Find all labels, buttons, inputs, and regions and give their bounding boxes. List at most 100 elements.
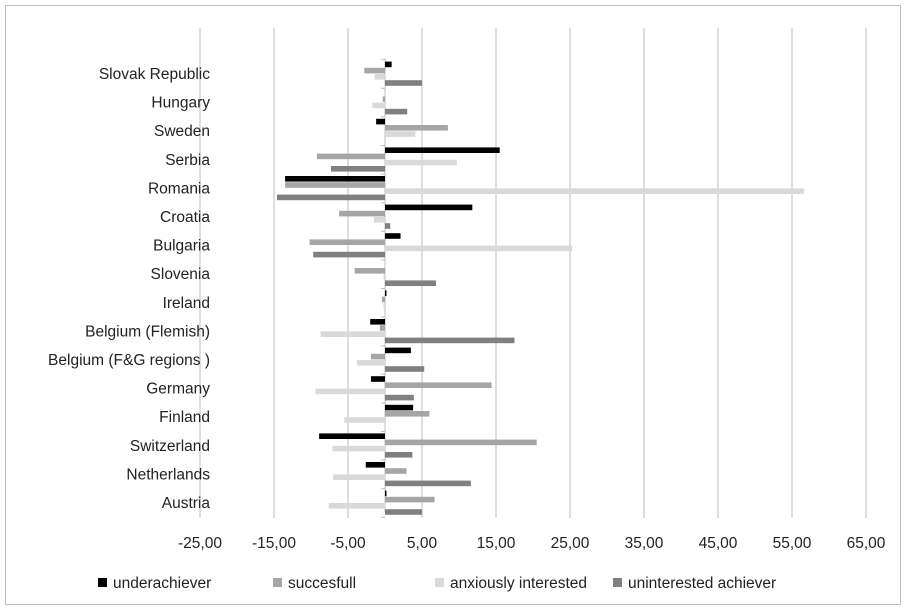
legend-label: succesfull — [288, 575, 356, 592]
bar-underachiever — [385, 290, 387, 296]
bar-uninterested-achiever — [385, 280, 437, 286]
category-label: Belgium (F&G regions ) — [48, 352, 210, 369]
category-labels: Slovak Republic Hungary Sweden Serbia Romani… — [48, 66, 210, 512]
bar-succesfull — [385, 439, 537, 446]
bar-anxiously-interested — [320, 331, 385, 337]
bar-succesfull — [385, 496, 435, 503]
bar-uninterested-achiever — [330, 166, 385, 172]
category-label: Hungary — [151, 95, 210, 112]
bar-anxiously-interested — [385, 131, 416, 137]
bar-succesfull — [309, 239, 385, 245]
bar-underachiever — [370, 376, 385, 382]
legend: underachiever succesfull anxiously interes… — [98, 575, 776, 592]
category-label: Germany — [146, 381, 210, 398]
bar-underachiever — [385, 204, 473, 211]
category-label: Belgium (Flemish) — [85, 323, 210, 340]
bar-uninterested-achiever — [385, 509, 422, 515]
bar-underachiever — [385, 147, 500, 153]
bar-uninterested-achiever — [385, 452, 413, 458]
bar-anxiously-interested — [344, 417, 385, 423]
bar-succesfull — [382, 296, 385, 303]
bar-succesfull — [316, 153, 385, 160]
x-tick-labels: -25,00 -15,00 -5,00 5,00 15,00 25,00 35,00 45,0… — [178, 535, 886, 552]
bar-anxiously-interested — [373, 217, 385, 223]
bar-underachiever — [385, 61, 392, 68]
chart-frame — [5, 5, 901, 605]
category-label: Ireland — [163, 295, 210, 312]
legend-swatch — [435, 578, 444, 587]
bar-anxiously-interested — [374, 74, 385, 80]
bar-succesfull — [354, 268, 385, 274]
category-label: Finland — [159, 409, 210, 426]
bar-succesfull — [382, 96, 385, 102]
bar-succesfull — [385, 468, 407, 474]
category-label: Slovak Republic — [99, 66, 210, 83]
bar-succesfull — [370, 353, 385, 360]
bar-anxiously-interested — [328, 503, 385, 509]
bar-anxiously-interested — [383, 274, 385, 280]
category-label: Bulgaria — [153, 238, 210, 255]
gridlines — [199, 28, 867, 518]
bar-underachiever — [376, 118, 385, 125]
bar-succesfull — [385, 125, 448, 131]
legend-swatch — [613, 578, 622, 587]
bar-underachiever — [370, 319, 385, 325]
bar-uninterested-achiever — [385, 108, 408, 115]
x-tick-label: -5,00 — [330, 535, 366, 552]
category-label: Slovenia — [151, 266, 211, 283]
x-tick-label: 35,00 — [625, 535, 664, 552]
bar-uninterested-achiever — [385, 80, 422, 86]
bar-succesfull — [285, 182, 385, 188]
bar-uninterested-achiever — [276, 194, 385, 201]
bar-underachiever — [365, 462, 385, 468]
bar-underachiever — [385, 233, 401, 239]
category-label: Romania — [148, 180, 210, 197]
bar-succesfull — [339, 210, 385, 217]
bar-anxiously-interested — [385, 188, 804, 194]
bar-anxiously-interested — [332, 445, 385, 452]
legend-label: uninterested achiever — [628, 575, 776, 592]
legend-swatch — [98, 578, 107, 587]
bar-uninterested-achiever — [385, 337, 515, 344]
bar-underachiever — [285, 176, 385, 182]
bar-anxiously-interested — [315, 388, 385, 395]
category-label: Croatia — [160, 209, 210, 226]
bar-succesfull — [364, 67, 385, 74]
bar-anxiously-interested — [372, 102, 385, 109]
category-label: Netherlands — [126, 466, 210, 483]
bar-anxiously-interested — [383, 302, 385, 309]
bar-uninterested-achiever — [385, 480, 471, 487]
bar-underachiever — [385, 490, 387, 497]
category-label: Switzerland — [130, 438, 210, 455]
bar-uninterested-achiever — [385, 366, 425, 372]
bar-anxiously-interested — [333, 474, 385, 480]
x-tick-label: -25,00 — [178, 535, 222, 552]
bar-underachiever — [385, 347, 411, 354]
bar-uninterested-achiever — [385, 394, 414, 401]
x-tick-label: 65,00 — [847, 535, 886, 552]
bar-anxiously-interested — [385, 159, 457, 166]
bar-succesfull — [379, 325, 385, 331]
bar-uninterested-achiever — [313, 251, 385, 258]
bar-underachiever — [319, 433, 385, 439]
bar-anxiously-interested — [356, 360, 385, 366]
bar-succesfull — [385, 382, 492, 388]
legend-label: anxiously interested — [450, 575, 587, 592]
legend-swatch — [273, 578, 282, 587]
category-label: Austria — [162, 495, 211, 512]
bar-underachiever — [385, 404, 414, 411]
bars — [276, 61, 804, 515]
x-tick-label: -15,00 — [252, 535, 296, 552]
x-tick-label: 5,00 — [407, 535, 438, 552]
x-tick-label: 55,00 — [773, 535, 812, 552]
bar-anxiously-interested — [385, 245, 573, 252]
x-tick-label: 25,00 — [551, 535, 590, 552]
bar-uninterested-achiever — [385, 223, 391, 229]
bar-succesfull — [385, 411, 430, 417]
x-tick-label: 15,00 — [477, 535, 516, 552]
legend-label: underachiever — [113, 575, 211, 592]
x-tick-label: 45,00 — [699, 535, 738, 552]
category-label: Sweden — [154, 123, 210, 140]
category-label: Serbia — [165, 152, 210, 169]
